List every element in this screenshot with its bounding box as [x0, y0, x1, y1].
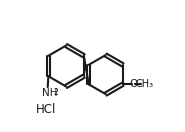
Text: HCl: HCl — [36, 103, 56, 116]
Text: CH₃: CH₃ — [135, 79, 153, 89]
Text: 2: 2 — [53, 88, 58, 97]
Text: O: O — [129, 79, 137, 89]
Text: NH: NH — [42, 88, 57, 98]
